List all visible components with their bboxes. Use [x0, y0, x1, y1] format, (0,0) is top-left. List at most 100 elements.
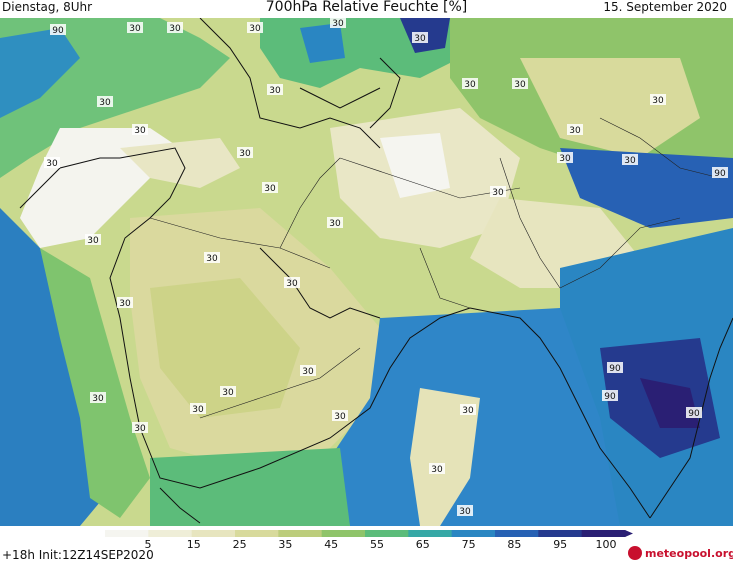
contour-label: 90 — [686, 407, 702, 419]
contour-label: 30 — [490, 186, 506, 198]
contour-label-text: 30 — [206, 254, 218, 264]
colorbar-swatch — [235, 530, 279, 537]
contour-label: 30 — [330, 18, 346, 29]
contour-label-text: 30 — [459, 507, 471, 517]
humidity-region-tibet — [560, 148, 733, 228]
contour-label: 30 — [650, 94, 666, 106]
humidity-region-caucasus-core — [300, 23, 345, 63]
colorbar-tick: 95 — [553, 538, 567, 548]
contour-label-text: 30 — [134, 424, 146, 434]
contour-label: 30 — [429, 463, 445, 475]
contour-label: 30 — [512, 78, 528, 90]
humidity-region-india-deep — [640, 378, 700, 428]
colorbar: 5 15 25 35 45 55 65 75 85 95 100 — [105, 530, 633, 548]
contour-label: 90 — [712, 167, 728, 179]
contour-label-text: 30 — [624, 156, 636, 166]
map-title: 700hPa Relative Feuchte [%] — [265, 0, 468, 15]
contour-label-text: 30 — [92, 394, 104, 404]
contour-label-text: 30 — [222, 388, 234, 398]
colorbar-swatch — [321, 530, 366, 537]
humidity-map: 90 30 30 30 30 30 30 30 30 30 30 30 30 30 30 30 30 30 30 30… — [0, 18, 733, 526]
colorbar-swatch — [538, 530, 583, 537]
contour-label: 30 — [622, 154, 638, 166]
contour-label: 30 — [457, 505, 473, 517]
dry-region-ne — [520, 58, 700, 158]
contour-label: 30 — [85, 234, 101, 246]
contour-label-text: 30 — [169, 24, 181, 34]
contour-label-text: 30 — [569, 126, 581, 136]
colorbar-tick: 55 — [370, 538, 384, 548]
dry-region-levant-2 — [120, 138, 240, 188]
contour-label: 30 — [132, 422, 148, 434]
contour-label: 30 — [267, 84, 283, 96]
contour-label-text: 30 — [332, 19, 344, 29]
contour-label-text: 30 — [239, 149, 251, 159]
dry-region-iran-core — [380, 133, 450, 198]
contour-label-text: 30 — [329, 219, 341, 229]
contour-label: 30 — [332, 410, 348, 422]
colorbar-tick: 15 — [187, 538, 201, 548]
humidity-region-nw-core — [0, 28, 80, 118]
colorbar-tick: 85 — [507, 538, 521, 548]
colorbar-swatch — [105, 530, 149, 537]
forecast-date: 15. September 2020 — [603, 0, 727, 14]
contour-label: 30 — [567, 124, 583, 136]
contour-label-text: 30 — [492, 188, 504, 198]
map-footer: 5 15 25 35 45 55 65 75 85 95 100 +18h Init:12Z14SE… — [0, 526, 733, 566]
colorbar-tick: 45 — [324, 538, 338, 548]
colorbar-swatch — [191, 530, 236, 537]
contour-label-text: 30 — [269, 86, 281, 96]
contour-label: 30 — [117, 297, 133, 309]
contour-label-text: 90 — [604, 392, 616, 402]
contour-label: 30 — [262, 182, 278, 194]
humidity-region-horn — [150, 448, 350, 526]
contour-label-text: 30 — [87, 236, 99, 246]
contour-label-text: 30 — [464, 80, 476, 90]
contour-label-text: 90 — [714, 169, 726, 179]
contour-label-text: 30 — [99, 98, 111, 108]
contour-label-text: 30 — [414, 34, 426, 44]
contour-label: 30 — [167, 22, 183, 34]
colorbar-swatch — [148, 530, 193, 537]
contour-label-text: 30 — [559, 154, 571, 164]
colorbar-tick: 100 — [596, 538, 617, 548]
contour-label-text: 30 — [514, 80, 526, 90]
colorbar-swatch — [581, 530, 626, 537]
contour-label: 90 — [607, 362, 623, 374]
contour-label: 30 — [557, 152, 573, 164]
colorbar-arrow — [625, 530, 633, 537]
meteopool-logo[interactable]: meteopool.org — [627, 544, 733, 564]
colorbar-tick: 75 — [462, 538, 476, 548]
contour-label: 30 — [300, 365, 316, 377]
colorbar-swatch — [365, 530, 409, 537]
dry-tongue-arabian-sea — [410, 388, 480, 526]
contour-label-text: 30 — [134, 126, 146, 136]
colorbar-swatch — [451, 530, 496, 537]
colorbar-swatch — [495, 530, 539, 537]
contour-label-text: 90 — [609, 364, 621, 374]
contour-label-text: 30 — [431, 465, 443, 475]
contour-label-text: 90 — [688, 409, 700, 419]
contour-label: 30 — [127, 22, 143, 34]
contour-label-text: 30 — [249, 24, 261, 34]
contour-label: 30 — [462, 78, 478, 90]
logo-text: meteopool.org — [645, 547, 733, 560]
contour-label-text: 30 — [129, 24, 141, 34]
colorbar-swatch — [278, 530, 323, 537]
contour-label-text: 30 — [652, 96, 664, 106]
colorbar-swatch — [408, 530, 453, 537]
logo-icon — [628, 546, 642, 560]
contour-label-text: 30 — [264, 184, 276, 194]
contour-label: 30 — [220, 386, 236, 398]
contour-label: 30 — [204, 252, 220, 264]
contour-label-text: 30 — [46, 159, 58, 169]
dry-region-arabia-core — [150, 278, 300, 418]
forecast-day-label: Dienstag, 8Uhr — [2, 0, 93, 14]
colorbar-tick: 35 — [278, 538, 292, 548]
colorbar-tick: 5 — [145, 538, 152, 548]
contour-label-text: 30 — [119, 299, 131, 309]
contour-label: 30 — [247, 22, 263, 34]
contour-label: 30 — [190, 403, 206, 415]
contour-label-text: 30 — [192, 405, 204, 415]
contour-label: 30 — [90, 392, 106, 404]
